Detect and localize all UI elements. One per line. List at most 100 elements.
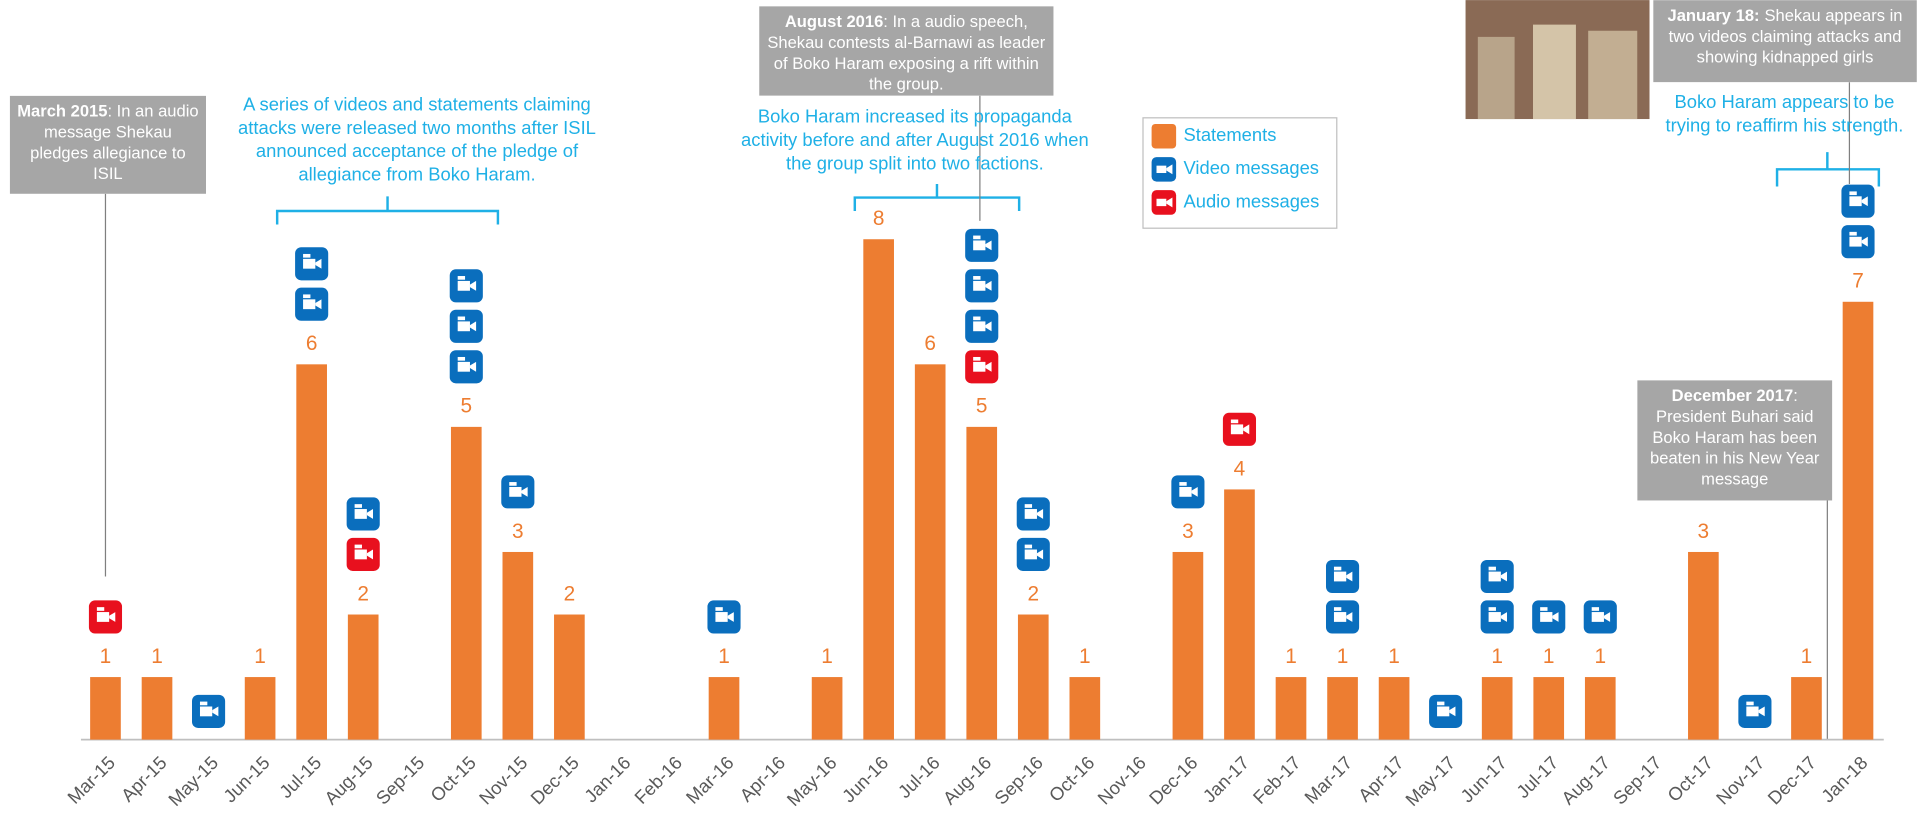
icon-glyph (458, 317, 465, 321)
icon-glyph (1540, 607, 1547, 611)
message-icon (501, 475, 534, 508)
icon-glyph (1489, 612, 1501, 622)
bar (966, 427, 997, 740)
bar (1585, 677, 1616, 740)
bar (1276, 677, 1307, 740)
icon-glyph (973, 357, 980, 361)
icon-glyph (1540, 612, 1552, 622)
bar (1327, 677, 1358, 740)
bar (142, 677, 173, 740)
bar (812, 677, 843, 740)
x-tick-label: May-15 (164, 752, 222, 810)
icon-glyph (1849, 196, 1861, 206)
icon-glyph (973, 276, 980, 280)
message-icon (1841, 185, 1874, 218)
bar (1482, 677, 1513, 740)
bar (709, 677, 740, 740)
message-icon (1429, 695, 1462, 728)
value-label: 1 (1388, 645, 1400, 668)
icon-glyph (303, 294, 310, 298)
icon-glyph (715, 607, 722, 611)
icon-glyph (458, 362, 470, 372)
icon-glyph (973, 240, 985, 250)
bracket (277, 196, 498, 224)
photo-figure (1533, 25, 1576, 119)
message-icon (1584, 600, 1617, 633)
value-label: 7 (1852, 270, 1864, 293)
bar (1069, 677, 1100, 740)
value-label: 1 (1801, 645, 1813, 668)
icon-glyph (973, 321, 985, 331)
message-icon (89, 600, 122, 633)
legend-label: Video messages (1183, 157, 1319, 178)
annotation-title: March 2015 (17, 102, 107, 120)
annotation: March 2015: In an audio message Shekau p… (10, 96, 206, 194)
x-tick-label: Jul-17 (1512, 752, 1562, 802)
message-icon (1481, 600, 1514, 633)
value-label: 1 (1594, 645, 1606, 668)
photo-figure (1478, 37, 1515, 119)
icon-glyph (303, 259, 315, 269)
icon-glyph (509, 482, 516, 486)
x-tick-label: Dec-17 (1763, 752, 1820, 809)
x-tick-label: Jun-16 (838, 752, 893, 807)
x-tick-label: May-17 (1401, 752, 1459, 810)
bar (915, 364, 946, 739)
annotation-title: January 18: (1668, 6, 1760, 24)
x-tick-label: Apr-16 (735, 752, 789, 806)
icon-glyph (973, 281, 985, 291)
x-tick-label: Apr-15 (117, 752, 171, 806)
message-icon (965, 350, 998, 383)
message-icon (1738, 695, 1771, 728)
annotation: A series of videos and statements claimi… (227, 93, 607, 191)
icon-glyph (1489, 607, 1496, 611)
icon-glyph (1025, 545, 1032, 549)
icon-glyph (1231, 424, 1243, 434)
message-icon (965, 229, 998, 262)
message-icon (450, 350, 483, 383)
icon-glyph (355, 504, 362, 508)
icon-glyph (1179, 482, 1186, 486)
x-tick-label: Sep-17 (1609, 752, 1666, 809)
annotation: January 18:Shekau appears in two videos … (1653, 0, 1917, 82)
value-label: 1 (1285, 645, 1297, 668)
message-icon (1841, 225, 1874, 258)
annotation: Boko Haram appears to be trying to reaff… (1650, 91, 1920, 145)
message-icon (1532, 600, 1565, 633)
x-tick-label: Nov-16 (1093, 752, 1150, 809)
annotation-text: A series of videos and statements claimi… (227, 93, 607, 186)
annotation-text: Boko Haram increased its propaganda acti… (741, 106, 1089, 176)
icon-glyph (1437, 702, 1444, 706)
message-icon (295, 288, 328, 321)
icon-glyph (1025, 504, 1032, 508)
bar (1173, 552, 1204, 740)
message-icon (1326, 560, 1359, 593)
icon-glyph (1231, 420, 1238, 424)
bar (245, 677, 276, 740)
icon-glyph (1025, 550, 1037, 560)
value-label: 3 (1182, 520, 1194, 543)
value-label: 2 (1027, 582, 1039, 605)
value-label: 1 (151, 645, 163, 668)
value-label: 3 (512, 520, 524, 543)
value-label: 1 (100, 645, 112, 668)
message-icon (1017, 538, 1050, 571)
x-tick-label: Jan-18 (1817, 752, 1872, 807)
icon-glyph (97, 607, 104, 611)
x-tick-label: Jun-17 (1456, 752, 1511, 807)
legend-label: Audio messages (1183, 190, 1319, 211)
x-tick-label: Aug-15 (320, 752, 377, 809)
icon-glyph (355, 550, 367, 560)
icon-glyph (458, 357, 465, 361)
legend-swatch-glyph (1156, 166, 1166, 173)
x-tick-label: Jan-16 (580, 752, 635, 807)
icon-glyph (509, 487, 521, 497)
legend-swatch-glyph (1156, 199, 1166, 206)
icon-glyph (200, 706, 212, 716)
value-label: 2 (357, 582, 369, 605)
x-tick-label: Aug-17 (1557, 752, 1614, 809)
bar (1533, 677, 1564, 740)
x-tick-label: Oct-15 (426, 752, 480, 806)
x-tick-label: Feb-16 (630, 752, 686, 808)
x-tick-label: Sep-15 (372, 752, 429, 809)
